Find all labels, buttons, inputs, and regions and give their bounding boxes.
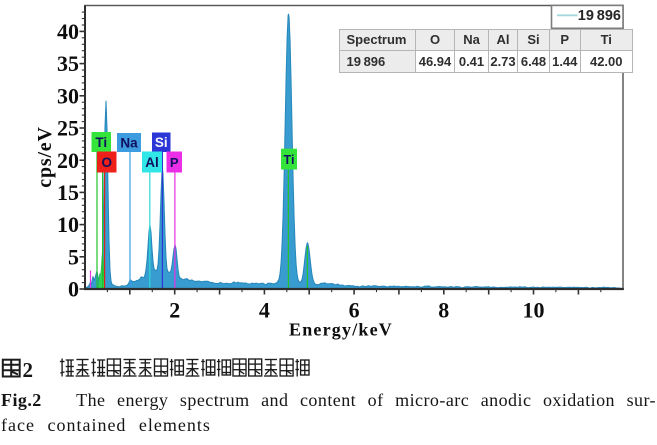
svg-text:2: 2 — [23, 358, 34, 382]
svg-text:Ti: Ti — [284, 153, 295, 167]
svg-text:Si: Si — [155, 135, 168, 150]
svg-text:30: 30 — [57, 83, 79, 108]
svg-text:Energy/keV: Energy/keV — [289, 320, 393, 340]
svg-text:4: 4 — [259, 298, 270, 323]
svg-text:2: 2 — [169, 298, 180, 323]
svg-text:Ti: Ti — [95, 135, 107, 150]
svg-text:6: 6 — [349, 298, 360, 323]
svg-text:0: 0 — [68, 277, 79, 302]
svg-text:10: 10 — [523, 298, 545, 323]
svg-text:8: 8 — [438, 298, 449, 323]
svg-text:Na: Na — [120, 135, 138, 150]
svg-text:10: 10 — [57, 212, 79, 237]
svg-text:cps/eV: cps/eV — [34, 126, 56, 187]
svg-text:O: O — [102, 155, 113, 170]
svg-text:40: 40 — [57, 19, 79, 44]
svg-text:20: 20 — [57, 148, 79, 173]
svg-text:15: 15 — [57, 180, 79, 205]
svg-text:5: 5 — [68, 244, 79, 269]
svg-text:19 896: 19 896 — [578, 8, 621, 24]
svg-text:35: 35 — [57, 51, 79, 76]
svg-text:P: P — [170, 155, 179, 170]
svg-text:25: 25 — [57, 116, 79, 141]
svg-text:Al: Al — [145, 155, 159, 170]
